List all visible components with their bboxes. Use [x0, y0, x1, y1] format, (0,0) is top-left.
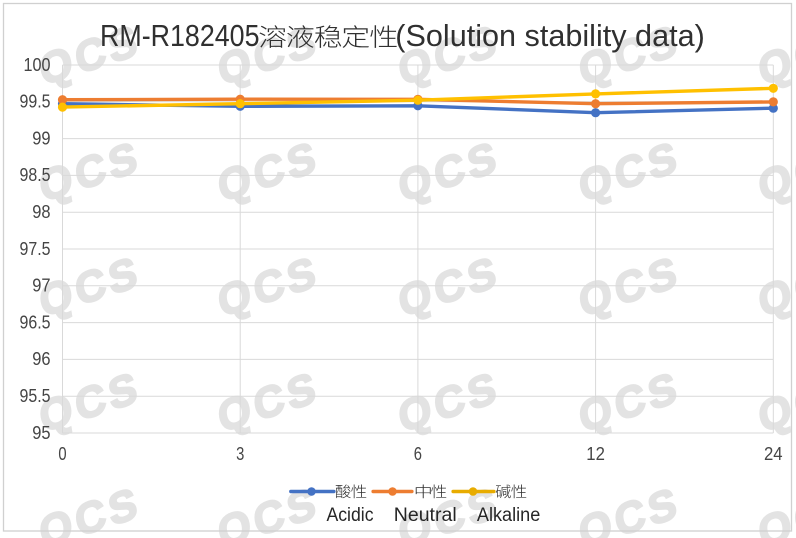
svg-text:RM-R182405: RM-R182405 — [100, 19, 260, 53]
svg-text:24: 24 — [764, 444, 783, 464]
svg-text:Acidic: Acidic — [326, 505, 373, 526]
svg-text:95: 95 — [32, 423, 50, 443]
svg-text:97.5: 97.5 — [20, 239, 51, 259]
svg-text:98.5: 98.5 — [20, 165, 51, 185]
svg-text:12: 12 — [586, 444, 605, 464]
svg-text:100: 100 — [24, 55, 51, 75]
svg-text:96: 96 — [32, 349, 50, 369]
svg-text:0: 0 — [58, 444, 66, 464]
svg-text:95.5: 95.5 — [20, 386, 51, 406]
svg-text:3: 3 — [236, 444, 244, 464]
svg-text:Neutral: Neutral — [394, 505, 457, 526]
svg-text:Alkaline: Alkaline — [477, 505, 540, 526]
svg-text:99: 99 — [32, 128, 50, 148]
svg-text:96.5: 96.5 — [20, 312, 51, 332]
svg-text:98: 98 — [32, 202, 50, 222]
svg-text:97: 97 — [32, 276, 50, 296]
svg-text:6: 6 — [414, 444, 422, 464]
svg-text:99.5: 99.5 — [20, 92, 51, 112]
svg-text:(Solution stability data): (Solution stability data) — [395, 19, 705, 53]
